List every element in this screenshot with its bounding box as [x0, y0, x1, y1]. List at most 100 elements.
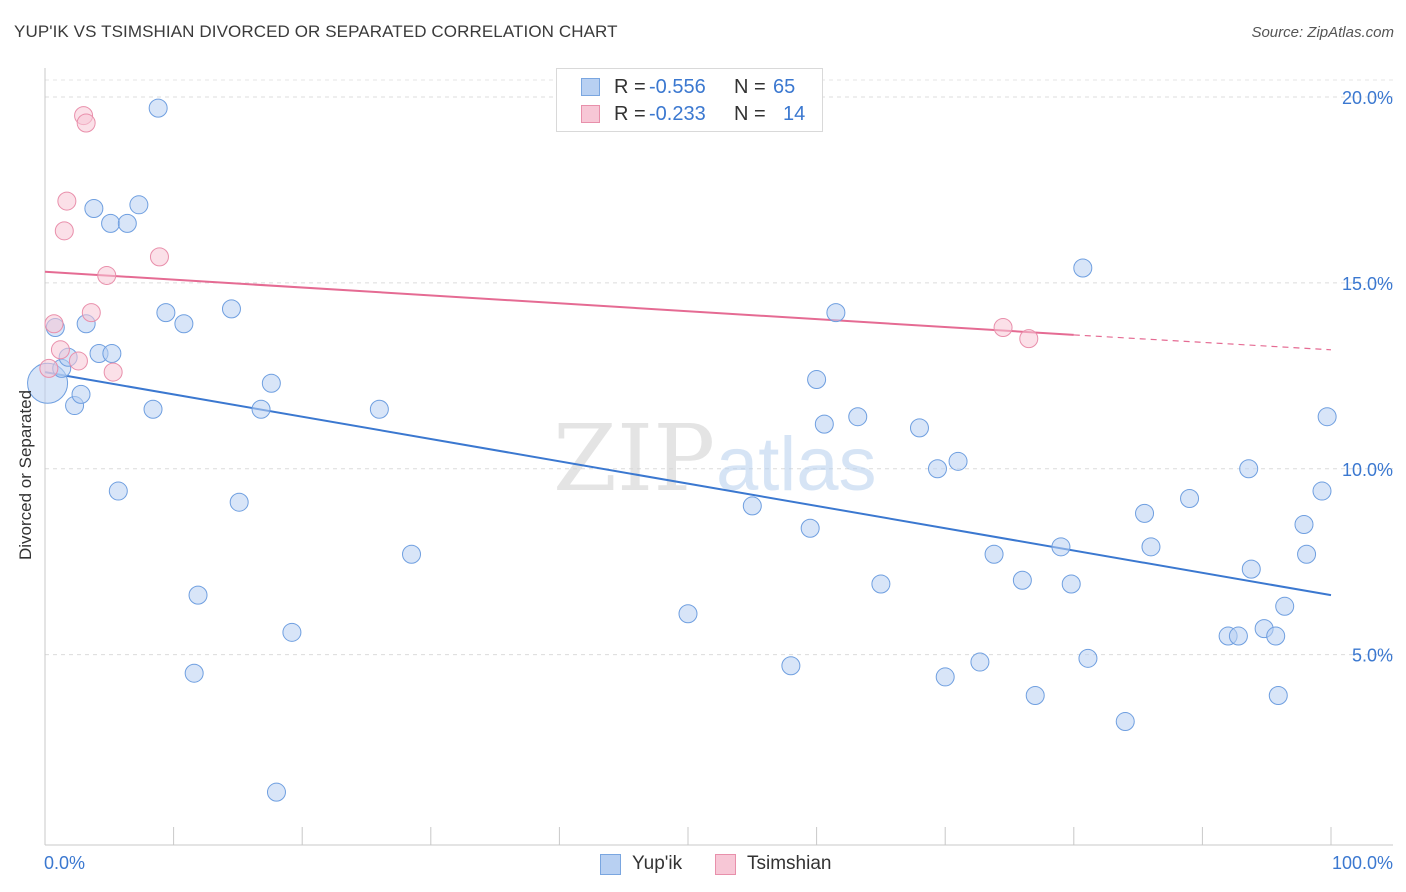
legend-swatch-yupik [581, 78, 600, 96]
point-yupik [814, 414, 834, 434]
point-yupik [807, 370, 827, 390]
point-yupik [935, 667, 955, 687]
point-yupik [1239, 459, 1259, 479]
point-yupik [948, 451, 968, 471]
point-yupik [1061, 574, 1081, 594]
point-yupik [369, 399, 389, 419]
point-yupik [1297, 544, 1317, 564]
point-yupik [251, 399, 271, 419]
legend-r-value: -0.556 [649, 76, 706, 98]
point-yupik [1312, 481, 1332, 501]
point-tsimshian [103, 362, 123, 382]
legend-swatch-tsimshian [581, 105, 600, 123]
point-yupik [1294, 515, 1314, 535]
watermark-atlas: atlas [716, 422, 877, 507]
point-yupik [108, 481, 128, 501]
point-yupik [1073, 258, 1093, 278]
y-tick-label: 20.0% [1342, 88, 1393, 108]
point-tsimshian [50, 340, 70, 360]
x-tick-label: 100.0% [1332, 853, 1393, 873]
chart-title: YUP'IK VS TSIMSHIAN DIVORCED OR SEPARATE… [14, 22, 618, 41]
point-yupik [909, 418, 929, 438]
legend-r-value: -0.233 [649, 103, 706, 125]
point-tsimshian [57, 191, 77, 211]
point-yupik [402, 544, 422, 564]
point-yupik [781, 656, 801, 676]
point-yupik [1317, 407, 1337, 427]
point-yupik [1228, 626, 1248, 646]
point-yupik [1135, 503, 1155, 523]
legend-n-value: 65 [773, 76, 796, 98]
point-yupik [848, 407, 868, 427]
point-yupik [1115, 712, 1135, 732]
point-yupik [871, 574, 891, 594]
point-yupik [984, 544, 1004, 564]
point-yupik [101, 213, 121, 233]
point-yupik [282, 622, 302, 642]
point-yupik [927, 459, 947, 479]
point-yupik [970, 652, 990, 672]
y-tick-label: 10.0% [1342, 460, 1393, 480]
legend-r-label: R = [614, 76, 646, 98]
y-tick-label: 5.0% [1352, 646, 1393, 666]
series-swatch-yupik [600, 854, 621, 875]
legend-n-label: N = [734, 76, 766, 98]
point-yupik [1268, 686, 1288, 706]
legend-n-value: 14 [783, 103, 806, 125]
point-yupik [1180, 488, 1200, 508]
series-label-yupik: Yup'ik [632, 853, 683, 874]
point-yupik [742, 496, 762, 516]
point-yupik [84, 199, 104, 219]
point-yupik [1025, 686, 1045, 706]
legend-r-label: R = [614, 103, 646, 125]
point-yupik [143, 399, 163, 419]
point-yupik [1266, 626, 1286, 646]
x-tick-label: 0.0% [44, 853, 85, 873]
point-yupik [174, 314, 194, 334]
point-yupik [221, 299, 241, 319]
point-yupik [188, 585, 208, 605]
trend-line-tsimshian [44, 270, 1074, 336]
point-tsimshian [1019, 329, 1039, 349]
legend-row-yupik: R = -0.556 N = 65 [557, 74, 820, 100]
point-yupik [678, 604, 698, 624]
legend-row-tsimshian: R = -0.233 N = 14 [557, 101, 820, 127]
point-yupik [184, 663, 204, 683]
point-yupik [826, 303, 846, 323]
gridlines [45, 79, 1393, 656]
point-yupik [800, 518, 820, 538]
point-yupik [1078, 648, 1098, 668]
point-tsimshian [39, 358, 59, 378]
point-yupik [1275, 596, 1295, 616]
tick-labels: 5.0% 10.0% 15.0% 20.0% 0.0% 100.0% [44, 88, 1393, 873]
point-tsimshian [97, 265, 117, 285]
point-yupik [102, 344, 122, 364]
point-yupik [266, 782, 286, 802]
point-yupik [129, 195, 149, 215]
point-yupik [261, 373, 281, 393]
point-yupik [1241, 559, 1261, 579]
y-axis-label: Divorced or Separated [16, 389, 35, 560]
watermark-zip: ZIP [553, 405, 715, 512]
point-tsimshian [993, 317, 1013, 337]
point-yupik [229, 492, 249, 512]
watermark: ZIP atlas [553, 405, 877, 512]
point-yupik [1051, 537, 1071, 557]
point-yupik [156, 303, 176, 323]
source-label: Source: ZipAtlas.com [1251, 24, 1394, 41]
series-label-tsimshian: Tsimshian [747, 853, 832, 874]
point-yupik [71, 384, 91, 404]
stats-legend: R = -0.556 N = 65 R = -0.233 N = 14 [556, 68, 823, 132]
point-tsimshian [54, 221, 74, 241]
point-tsimshian [68, 351, 88, 371]
axes [44, 68, 1393, 846]
trend-line-tsimshian-extension [1073, 334, 1332, 351]
legend-n-label: N = [734, 103, 766, 125]
point-yupik [117, 213, 137, 233]
point-tsimshian [44, 314, 64, 334]
series-swatch-tsimshian [715, 854, 736, 875]
point-tsimshian [76, 113, 96, 133]
point-yupik [1141, 537, 1161, 557]
point-yupik [148, 98, 168, 118]
